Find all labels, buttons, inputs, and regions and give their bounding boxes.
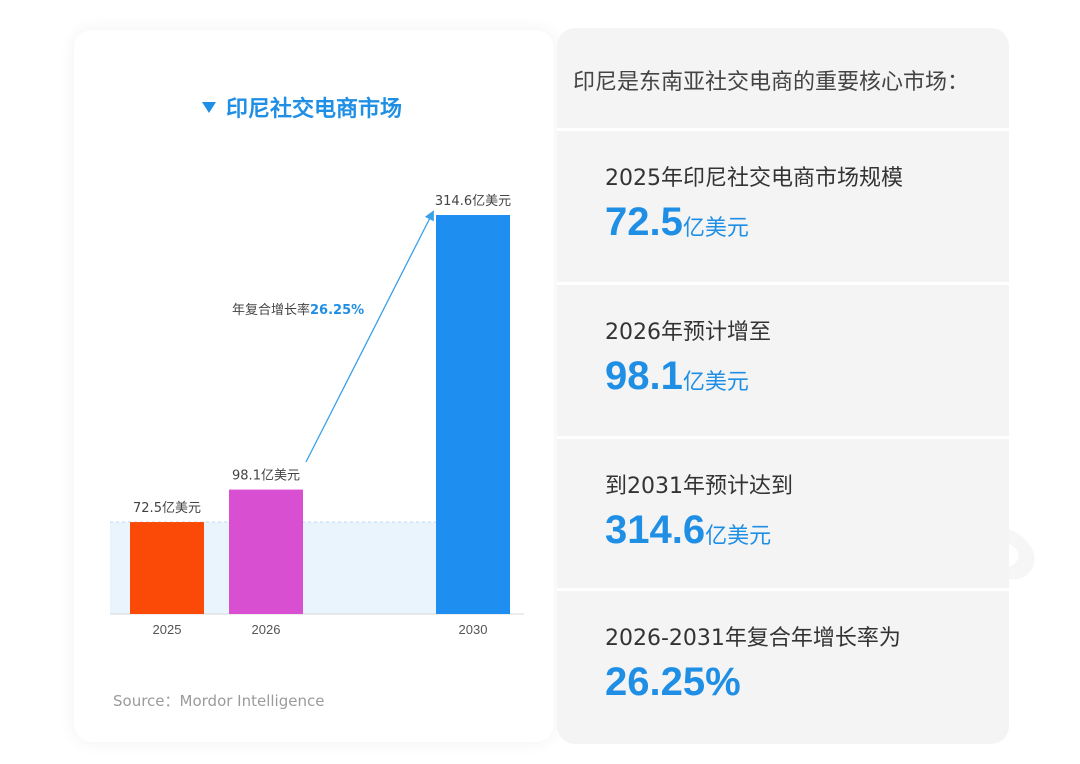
stat-label-forecast-2026: 2026年预计增至 xyxy=(605,320,771,345)
divider xyxy=(557,282,1009,285)
source-note: Source：Mordor Intelligence xyxy=(113,692,325,710)
stat-label-forecast-2031: 到2031年预计达到 xyxy=(605,474,793,499)
stat-value-forecast-2026: 98.1亿美元 xyxy=(605,354,749,399)
stat-unit: 亿美元 xyxy=(682,370,749,395)
data-label: 98.1亿美元 xyxy=(232,469,300,484)
stat-unit: 亿美元 xyxy=(705,524,772,549)
x-tick-label: 2030 xyxy=(459,622,488,637)
stat-label-cagr: 2026-2031年复合年增长率为 xyxy=(605,626,901,651)
stat-value-forecast-2031: 314.6亿美元 xyxy=(605,508,771,553)
bar-2030 xyxy=(436,215,510,614)
stat-number: 314.6 xyxy=(605,508,706,552)
cagr-annotation-value: 26.25% xyxy=(310,303,364,318)
divider xyxy=(557,588,1009,591)
stat-value-cagr: 26.25% xyxy=(605,660,741,705)
cagr-annotation-prefix: 年复合增长率 xyxy=(232,302,310,318)
growth-arrow xyxy=(305,210,434,463)
bar-2026 xyxy=(229,489,303,614)
summary-panel xyxy=(557,28,1009,744)
stat-label-market-size-2025: 2025年印尼社交电商市场规模 xyxy=(605,166,903,191)
summary-header: 印尼是东南亚社交电商的重要核心市场： xyxy=(573,70,970,95)
stat-number: 98.1 xyxy=(605,354,683,398)
stat-number: 26.25% xyxy=(605,660,741,704)
x-tick-label: 2026 xyxy=(252,622,281,637)
cagr-annotation: 年复合增长率26.25% xyxy=(232,302,364,318)
chart-title: 印尼社交电商市场 xyxy=(202,88,402,126)
triangle-down-icon xyxy=(202,101,216,113)
stat-unit: 亿美元 xyxy=(682,216,749,241)
data-label: 314.6亿美元 xyxy=(435,194,511,209)
divider xyxy=(557,436,1009,439)
stat-number: 72.5 xyxy=(605,200,683,244)
divider xyxy=(557,128,1009,131)
data-label: 72.5亿美元 xyxy=(133,501,201,516)
bar-2025 xyxy=(130,522,204,614)
chart-title-text: 印尼社交电商市场 xyxy=(226,97,403,122)
x-tick-label: 2025 xyxy=(153,622,182,637)
stat-value-market-size-2025: 72.5亿美元 xyxy=(605,200,749,245)
